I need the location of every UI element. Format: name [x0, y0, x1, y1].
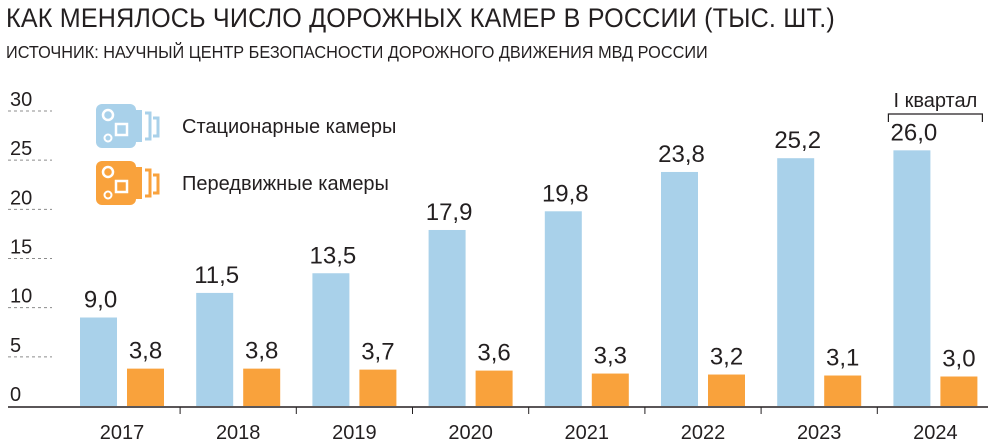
data-label-mobile: 3,8 — [245, 338, 278, 365]
y-tick-label: 25 — [10, 138, 32, 160]
bar-mobile — [708, 374, 745, 406]
x-tick-label: 2020 — [448, 422, 493, 444]
bar-mobile — [591, 373, 629, 406]
data-label-stationary: 17,9 — [426, 199, 473, 226]
bar-stationary — [196, 292, 234, 406]
bar-stationary — [80, 317, 117, 406]
data-label-stationary: 13,5 — [310, 242, 357, 269]
data-label-mobile: 3,3 — [594, 343, 627, 370]
bar-stationary — [661, 171, 698, 406]
bar-mobile — [824, 375, 862, 406]
x-tick-label: 2023 — [797, 422, 842, 444]
chart-subtitle: ИСТОЧНИК: НАУЧНЫЙ ЦЕНТР БЕЗОПАСНОСТИ ДОР… — [6, 42, 708, 62]
bar-stationary — [777, 158, 815, 406]
bar-mobile — [475, 370, 513, 406]
bar-stationary — [893, 150, 931, 406]
bar-mobile — [127, 368, 164, 406]
x-tick-label: 2024 — [913, 422, 958, 444]
y-tick-label: 10 — [10, 286, 32, 308]
y-tick-label: 0 — [10, 384, 21, 406]
x-tick-label: 2019 — [332, 422, 377, 444]
bar-stationary — [544, 211, 582, 406]
data-label-mobile: 3,1 — [826, 345, 859, 372]
x-tick-label: 2021 — [565, 422, 610, 444]
y-tick-label: 30 — [10, 89, 32, 111]
y-tick-label: 5 — [10, 335, 21, 357]
bar-mobile — [359, 369, 397, 406]
data-label-stationary: 19,8 — [542, 180, 589, 207]
data-label-stationary: 11,5 — [194, 262, 239, 289]
bar-stationary — [428, 229, 466, 406]
chart-title: КАК МЕНЯЛОСЬ ЧИСЛО ДОРОЖНЫХ КАМЕР В РОСС… — [6, 3, 835, 33]
data-label-stationary: 23,8 — [658, 141, 705, 168]
bar-mobile — [243, 368, 281, 406]
bar-mobile — [940, 376, 978, 406]
data-label-mobile: 3,2 — [710, 344, 743, 371]
bar-stationary — [312, 273, 350, 406]
camera-icon — [96, 104, 160, 148]
data-label-mobile: 3,7 — [361, 339, 394, 366]
x-tick-label: 2018 — [216, 422, 261, 444]
legend-label: Передвижные камеры — [182, 173, 389, 195]
data-label-stationary: 26,0 — [891, 119, 938, 146]
data-label-mobile: 3,6 — [477, 340, 510, 367]
camera-icon — [96, 161, 160, 205]
y-tick-label: 20 — [10, 187, 32, 209]
annotation-bracket — [887, 113, 984, 122]
data-label-mobile: 3,8 — [129, 338, 162, 365]
y-tick-label: 15 — [10, 237, 32, 259]
data-label-mobile: 3,0 — [942, 346, 975, 373]
data-label-stationary: 9,0 — [84, 287, 117, 314]
annotation-label: I квартал — [893, 90, 977, 112]
legend-label: Стационарные камеры — [182, 116, 396, 138]
x-tick-label: 2017 — [100, 422, 145, 444]
x-tick-label: 2022 — [681, 422, 726, 444]
data-label-stationary: 25,2 — [774, 127, 821, 154]
